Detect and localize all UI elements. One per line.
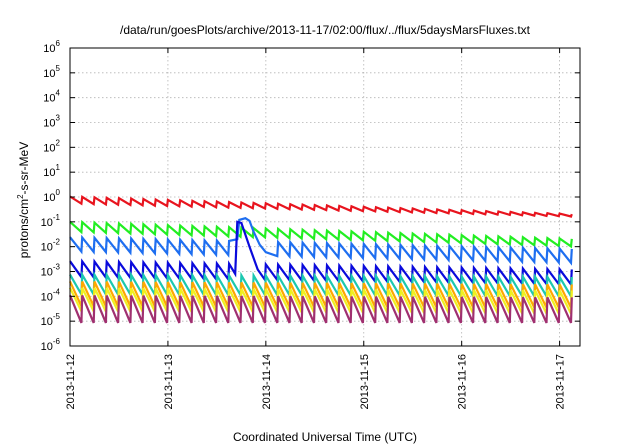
y-tick-label: 10-5	[41, 312, 61, 328]
y-tick-label: 104	[43, 89, 60, 105]
y-tick-label: 100	[43, 188, 60, 204]
x-axis-label: Coordinated Universal Time (UTC)	[233, 430, 417, 444]
y-tick-label: 106	[43, 39, 60, 55]
y-tick-label: 101	[43, 163, 60, 179]
y-tick-label: 10-2	[41, 238, 61, 254]
y-tick-label: 102	[43, 138, 60, 154]
series-line-8	[68, 294, 573, 324]
x-axis-ticks: 2013-11-12 2013-11-13 2013-11-14 2013-11-15…	[65, 48, 567, 409]
y-tick-label: 10-4	[41, 287, 61, 303]
x-tick-label: 2013-11-17	[555, 354, 567, 409]
y-tick-label: 103	[43, 114, 60, 130]
x-tick-label: 2013-11-16	[457, 354, 469, 409]
y-tick-label: 105	[43, 64, 60, 80]
series-line-4	[69, 220, 573, 288]
x-tick-label: 2013-11-12	[65, 354, 77, 409]
series-line-3	[69, 217, 573, 266]
y-tick-label: 10-6	[41, 337, 61, 353]
y-tick-label: 10-3	[41, 263, 61, 279]
series-group	[68, 195, 573, 324]
y-axis-label: protons/cm2-s-sr-MeV	[16, 142, 31, 258]
y-axis-ticks: 10-6 10-5 10-4 10-3 10-2 10-1 100 101 102 103 104 1…	[41, 39, 580, 353]
y-tick-label: 10-1	[41, 213, 61, 229]
series-line-1	[69, 195, 573, 218]
series-line-2	[69, 219, 573, 249]
chart-title: /data/run/goesPlots/archive/2013-11-17/0…	[120, 23, 531, 37]
x-tick-label: 2013-11-15	[359, 354, 371, 409]
x-tick-label: 2013-11-14	[261, 354, 273, 409]
x-tick-label: 2013-11-13	[163, 354, 175, 409]
